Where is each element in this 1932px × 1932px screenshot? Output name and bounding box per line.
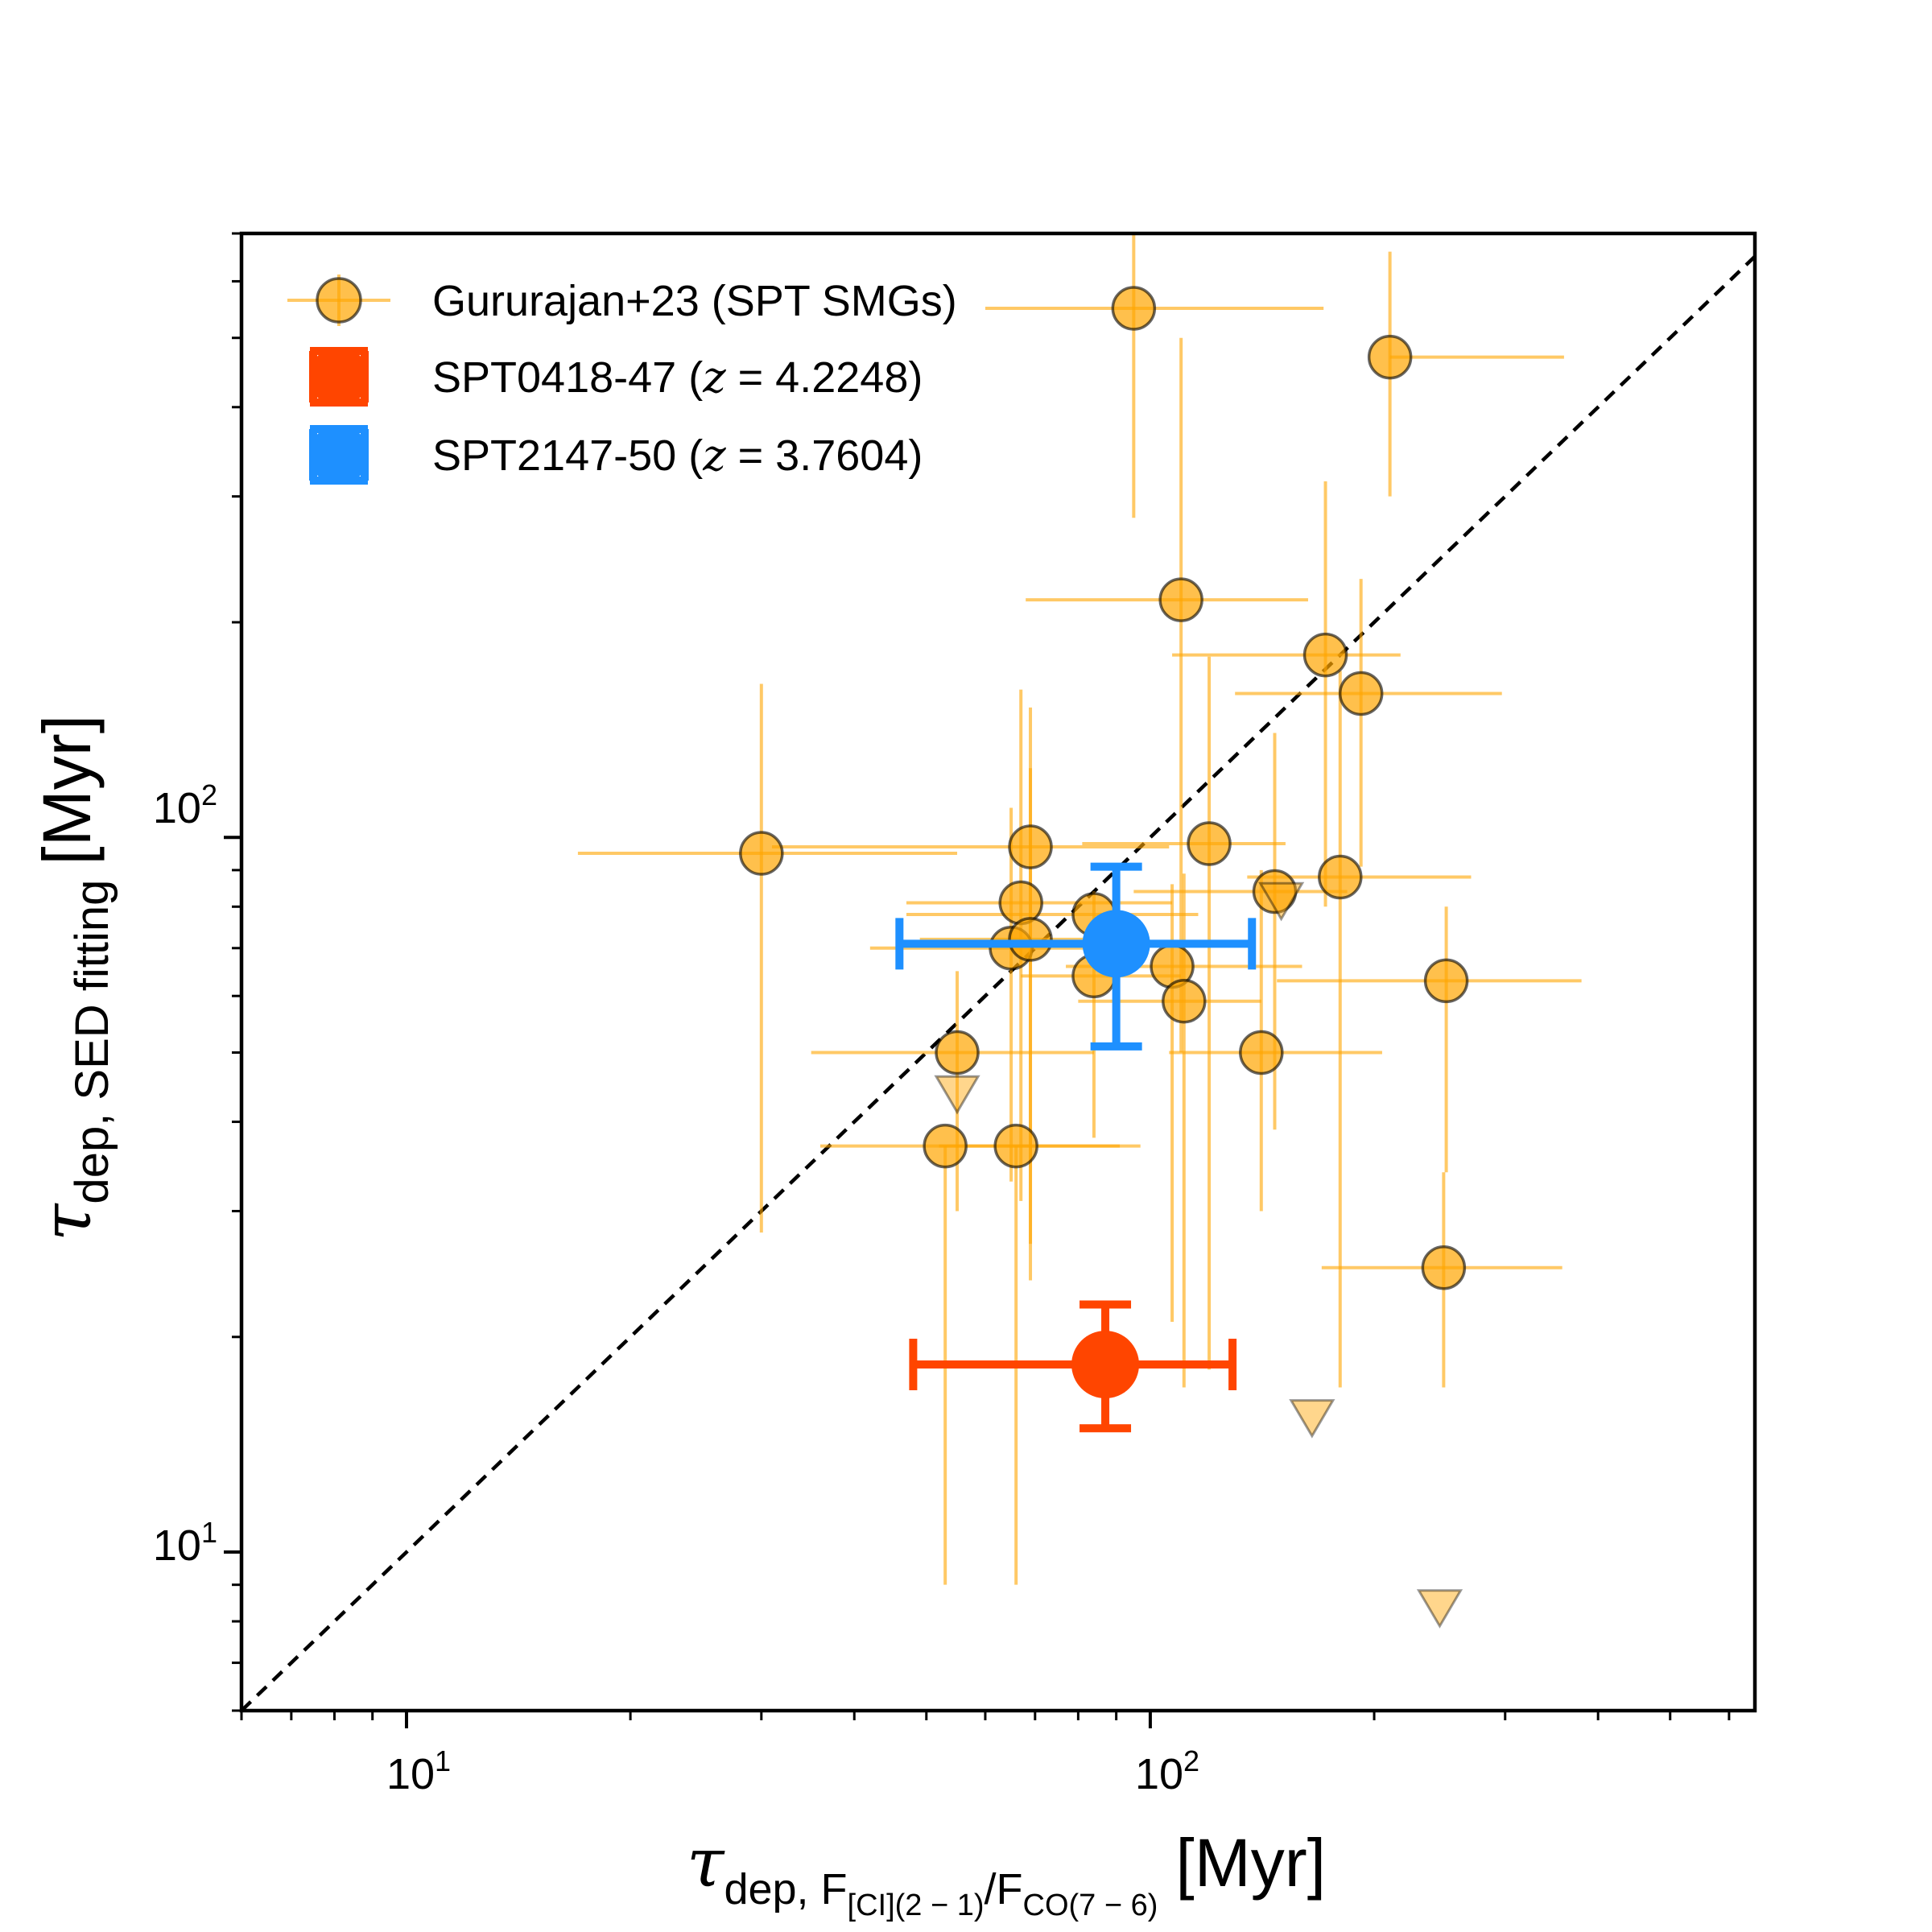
gururajan-point-0 [1111,286,1157,331]
legend: Gururajan+23 (SPT SMGs) SPT0418-47 (z = … [287,275,957,485]
legend-label-gururajan: Gururajan+23 (SPT SMGs) [432,277,957,325]
gururajan-point-17 [1423,958,1469,1004]
axes-frame [239,231,1757,1713]
upper-limit-triangle-1 [1257,881,1305,922]
legend-marker-spt2147 [309,425,369,485]
gururajan-point-21 [993,1123,1038,1169]
spt0418-point [1071,1331,1140,1399]
x-axis-label: τdep, F[CI](2 − 1)/FCO(7 − 6)[Myr] [687,1823,1326,1922]
y-axis-label: τdep, SED fitting[Myr] [27,715,118,1241]
upper-limit-triangle-3 [1416,1589,1463,1629]
gururajan-point-18 [935,1030,980,1075]
upper-limit-triangle-2 [1289,1399,1335,1439]
spt-points [895,862,1257,1433]
x-tick-label-100: 102 [1135,1744,1199,1798]
gururajan-point-6 [1008,824,1053,869]
legend-marker-spt0418 [309,347,369,407]
legend-marker-gururajan [287,275,390,326]
gururajan-point-1 [1367,334,1413,380]
x-tick-label-10: 101 [386,1744,451,1798]
gururajan-point-9 [1318,854,1363,900]
gururajan-point-2 [1158,577,1203,622]
y-tick-label-10: 101 [153,1516,217,1570]
spt2147-point [1082,910,1150,978]
legend-label-spt0418: SPT0418-47 (z = 4.2248) [432,352,923,402]
gururajan-point-16 [1162,978,1207,1024]
gururajan-point-7 [1187,821,1232,866]
gururajan-point-8 [1252,869,1298,914]
gururajan-point-22 [1421,1245,1467,1290]
gururajan-upper-limits [934,881,1463,1629]
gururajan-points [739,286,1469,1290]
gururajan-point-20 [923,1123,968,1169]
plot-area [242,233,1755,1711]
gururajan-point-13 [1008,917,1053,962]
gururajan-point-10 [998,880,1043,926]
gururajan-point-4 [1338,671,1384,716]
gururajan-point-19 [1239,1030,1284,1075]
axis-ticks [224,232,1731,1728]
gururajan-point-3 [1302,632,1348,678]
upper-limit-triangle-0 [934,1075,980,1115]
y-tick-label-100: 102 [153,778,217,832]
gururajan-point-5 [739,831,784,876]
legend-label-spt2147: SPT2147-50 (z = 3.7604) [432,430,923,481]
